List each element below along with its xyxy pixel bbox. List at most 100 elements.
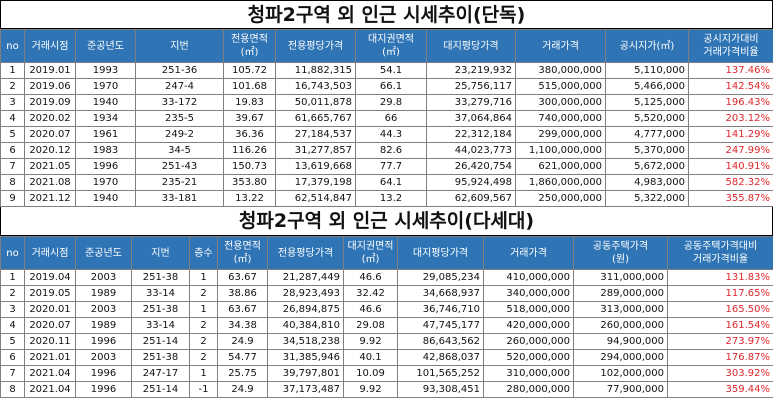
section2-cell-ratio: 176.87% bbox=[667, 349, 773, 366]
section1-header-land-area: 대지권면적 (㎡) bbox=[355, 29, 427, 63]
section2-cell-area: 24.9 bbox=[217, 381, 268, 398]
section1-cell-no: 5 bbox=[0, 126, 25, 143]
section1-cell-price: 1,860,000,000 bbox=[515, 174, 606, 191]
section1-cell-built-year: 1996 bbox=[75, 158, 136, 175]
section2-title: 청파2구역 외 인근 시세추이(다세대) bbox=[0, 207, 773, 236]
table-row: 5 2020.07 1961 249-2 36.36 27,184,537 44.3 22,3… bbox=[0, 126, 773, 143]
section2-cell-ratio: 165.50% bbox=[667, 301, 773, 318]
section2-header-built-year: 준공년도 bbox=[75, 236, 132, 270]
section1-cell-official-land-price: 4,983,000 bbox=[605, 174, 689, 191]
section2-cell-lot: 33-14 bbox=[131, 317, 190, 334]
section2-cell-price-per-pyeong: 28,923,493 bbox=[267, 285, 344, 302]
section2-cell-price-per-pyeong: 37,173,487 bbox=[267, 381, 344, 398]
table-row: 3 2020.01 2003 251-38 1 63.67 26,894,875 46.6 36… bbox=[0, 301, 773, 318]
section2-cell-built-year: 1989 bbox=[75, 317, 132, 334]
section2-cell-date: 2021.01 bbox=[24, 349, 76, 366]
section2-cell-price: 420,000,000 bbox=[483, 317, 574, 334]
section2-cell-no: 1 bbox=[0, 269, 25, 286]
section1-cell-land-area: 13.2 bbox=[355, 190, 427, 207]
section1-header-land-price-per-pyeong: 대지평당가격 bbox=[426, 29, 516, 63]
section1-cell-land-price-per-pyeong: 95,924,498 bbox=[426, 174, 516, 191]
section1-header-row: no 거래시점 준공년도 지번 전용면적 (㎡) 전용평당가격 대지권면적 (㎡) 대지평당가… bbox=[0, 29, 773, 63]
section2-cell-land-price-per-pyeong: 36,746,710 bbox=[397, 301, 484, 318]
section2-cell-area: 63.67 bbox=[217, 301, 268, 318]
section1-cell-date: 2021.12 bbox=[24, 190, 76, 207]
section1-cell-land-area: 44.3 bbox=[355, 126, 427, 143]
section2-header-lot: 지번 bbox=[131, 236, 190, 270]
section2-cell-price-per-pyeong: 40,384,810 bbox=[267, 317, 344, 334]
section1-cell-no: 4 bbox=[0, 110, 25, 127]
section1-cell-lot: 235-5 bbox=[135, 110, 224, 127]
section1-cell-price-per-pyeong: 62,514,847 bbox=[275, 190, 356, 207]
section2-cell-date: 2019.04 bbox=[24, 269, 76, 286]
section1-cell-price: 515,000,000 bbox=[515, 78, 606, 95]
table-row: 4 2020.07 1989 33-14 2 34.38 40,384,810 29.08 47… bbox=[0, 317, 773, 334]
section2-cell-area: 34.38 bbox=[217, 317, 268, 334]
table-row: 2 2019.05 1989 33-14 2 38.86 28,923,493 32.42 34… bbox=[0, 285, 773, 302]
section2-cell-floor: 2 bbox=[189, 333, 218, 350]
section2-header-floor: 층수 bbox=[189, 236, 218, 270]
table-row: 2 2019.06 1970 247-4 101.68 16,743,503 66.1 25,… bbox=[0, 78, 773, 95]
section1-cell-area: 116.26 bbox=[223, 142, 276, 159]
section1-cell-no: 3 bbox=[0, 94, 25, 111]
section2-cell-land-area: 9.92 bbox=[343, 333, 398, 350]
section2-cell-date: 2020.01 bbox=[24, 301, 76, 318]
table-row: 8 2021.08 1970 235-21 353.80 17,379,198 64.1 95… bbox=[0, 174, 773, 191]
section1-cell-ratio: 141.29% bbox=[688, 126, 773, 143]
section2-cell-area: 24.9 bbox=[217, 333, 268, 350]
section2-cell-land-area: 32.42 bbox=[343, 285, 398, 302]
section2-cell-housing-price: 289,000,000 bbox=[573, 285, 668, 302]
section1-cell-ratio: 142.54% bbox=[688, 78, 773, 95]
section1-cell-land-area: 66.1 bbox=[355, 78, 427, 95]
section2-cell-floor: 2 bbox=[189, 317, 218, 334]
section2-cell-price: 310,000,000 bbox=[483, 365, 574, 382]
section1-cell-no: 2 bbox=[0, 78, 25, 95]
section2-cell-land-area: 40.1 bbox=[343, 349, 398, 366]
section1-cell-price-per-pyeong: 61,665,767 bbox=[275, 110, 356, 127]
section2-cell-housing-price: 102,000,000 bbox=[573, 365, 668, 382]
section1-cell-date: 2019.09 bbox=[24, 94, 76, 111]
section2-header-housing-price: 공동주택가격 (원) bbox=[573, 236, 668, 270]
section2-cell-price: 410,000,000 bbox=[483, 269, 574, 286]
section1-cell-price-per-pyeong: 31,277,857 bbox=[275, 142, 356, 159]
section1-cell-ratio: 140.91% bbox=[688, 158, 773, 175]
section1-cell-land-price-per-pyeong: 44,023,773 bbox=[426, 142, 516, 159]
table-row: 1 2019.04 2003 251-38 1 63.67 21,287,449 46.6 29… bbox=[0, 269, 773, 286]
section1-cell-lot: 33-181 bbox=[135, 190, 224, 207]
section2-cell-land-price-per-pyeong: 34,668,937 bbox=[397, 285, 484, 302]
section2-cell-land-area: 9.92 bbox=[343, 381, 398, 398]
section1-cell-official-land-price: 4,777,000 bbox=[605, 126, 689, 143]
table-row: 6 2021.01 2003 251-38 2 54.77 31,385,946 40.1 42… bbox=[0, 349, 773, 366]
section2-cell-housing-price: 294,000,000 bbox=[573, 349, 668, 366]
section1-cell-date: 2019.06 bbox=[24, 78, 76, 95]
section2-cell-land-area: 46.6 bbox=[343, 301, 398, 318]
section1-cell-land-price-per-pyeong: 25,756,117 bbox=[426, 78, 516, 95]
section2-cell-no: 8 bbox=[0, 381, 25, 398]
section1-header-ratio: 공시지가대비 거래가격비율 bbox=[688, 29, 773, 63]
section1-cell-built-year: 1940 bbox=[75, 190, 136, 207]
section2-cell-land-price-per-pyeong: 42,868,037 bbox=[397, 349, 484, 366]
section2-cell-land-area: 10.09 bbox=[343, 365, 398, 382]
table-row: 7 2021.04 1996 247-17 1 25.75 39,797,801 10.09 1… bbox=[0, 365, 773, 382]
section1-cell-price-per-pyeong: 11,882,315 bbox=[275, 62, 356, 79]
section2-header-land-area: 대지권면적 (㎡) bbox=[343, 236, 398, 270]
section2-cell-land-price-per-pyeong: 29,085,234 bbox=[397, 269, 484, 286]
section1-cell-no: 1 bbox=[0, 62, 25, 79]
section2-header-area: 전용면적 (㎡) bbox=[217, 236, 268, 270]
section1-cell-land-price-per-pyeong: 22,312,184 bbox=[426, 126, 516, 143]
section1-cell-price: 380,000,000 bbox=[515, 62, 606, 79]
section1-cell-price: 740,000,000 bbox=[515, 110, 606, 127]
section2-cell-date: 2021.04 bbox=[24, 381, 76, 398]
section2-cell-ratio: 273.97% bbox=[667, 333, 773, 350]
table-row: 1 2019.01 1993 251-36 105.72 11,882,315 54.1 23… bbox=[0, 62, 773, 79]
section1-cell-date: 2021.08 bbox=[24, 174, 76, 191]
section2-cell-floor: 2 bbox=[189, 285, 218, 302]
section1-cell-official-land-price: 5,672,000 bbox=[605, 158, 689, 175]
section1-cell-no: 6 bbox=[0, 142, 25, 159]
section2-cell-floor: 1 bbox=[189, 269, 218, 286]
section2-cell-built-year: 1996 bbox=[75, 333, 132, 350]
section1-cell-area: 105.72 bbox=[223, 62, 276, 79]
section2-cell-price-per-pyeong: 34,518,238 bbox=[267, 333, 344, 350]
section1-cell-land-price-per-pyeong: 26,420,754 bbox=[426, 158, 516, 175]
